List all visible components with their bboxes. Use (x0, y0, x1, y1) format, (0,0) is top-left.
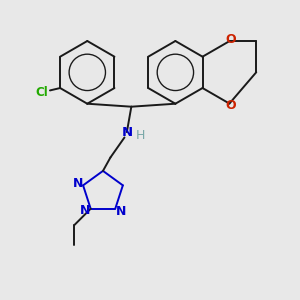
Text: N: N (80, 204, 91, 217)
Text: N: N (73, 177, 83, 190)
Text: O: O (226, 99, 236, 112)
Text: O: O (226, 33, 236, 46)
Text: Cl: Cl (35, 86, 48, 99)
Text: N: N (116, 205, 126, 218)
Text: H: H (136, 129, 145, 142)
Text: N: N (121, 126, 132, 139)
